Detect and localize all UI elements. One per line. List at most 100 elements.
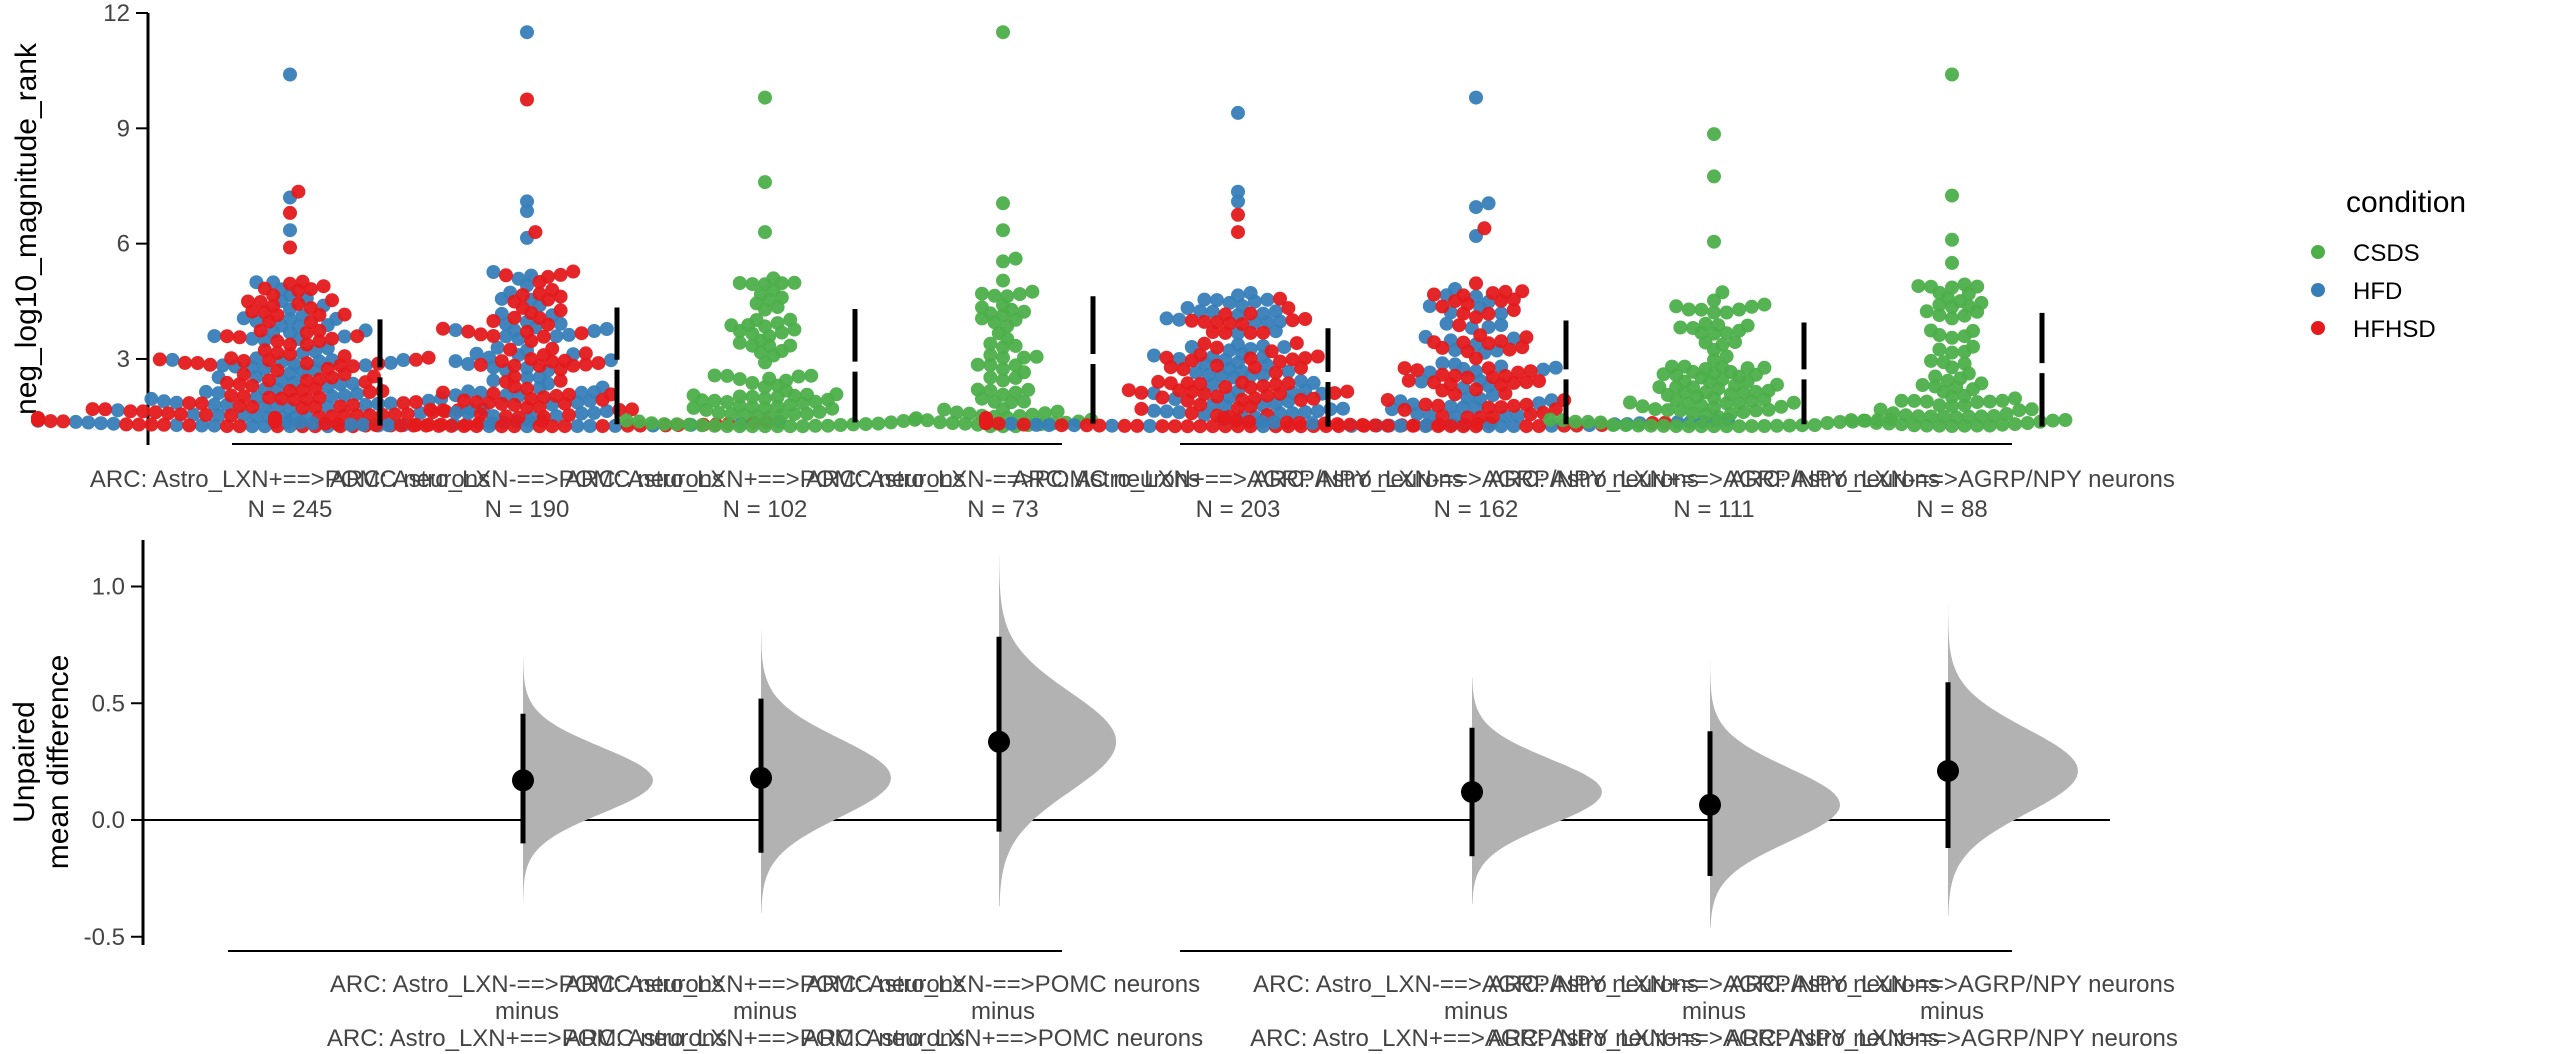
swarm-point-hfhsd bbox=[232, 419, 247, 434]
swarm-point-hfhsd bbox=[1380, 393, 1395, 407]
swarm-point-hfhsd bbox=[1469, 310, 1483, 325]
swarm-point-csds bbox=[1719, 419, 1734, 434]
swarm-point-hfhsd bbox=[224, 408, 239, 423]
swarm-point-csds bbox=[1886, 406, 1901, 421]
swarm-point-hfhsd bbox=[536, 329, 551, 344]
swarm-point-csds bbox=[711, 405, 726, 420]
swarm-point-csds bbox=[732, 335, 747, 350]
swarm-point-csds bbox=[1757, 360, 1772, 375]
swarm-point-hfhsd bbox=[131, 417, 146, 432]
swarm-point-hfhsd bbox=[316, 279, 331, 294]
swarm-point-csds bbox=[1593, 415, 1608, 430]
swarm-point-csds bbox=[1974, 409, 1989, 424]
swarm-point-csds bbox=[1919, 394, 1934, 409]
swarm-point-csds bbox=[1970, 395, 1985, 410]
swarm-point-hfhsd bbox=[178, 355, 192, 370]
swarm-point-hfhsd bbox=[503, 342, 518, 357]
swarm-point-hfd bbox=[1305, 416, 1320, 431]
comparison-test-label: ARC: Astro_LXN-==>AGRP/NPY neurons bbox=[1729, 971, 2175, 998]
comparison-minus-label: minus bbox=[495, 998, 559, 1025]
swarm-point-hfd bbox=[1306, 375, 1321, 390]
swarm-point-hfhsd bbox=[553, 373, 568, 388]
comparison-test-label: ARC: Astro_LXN-==>POMC neurons bbox=[330, 971, 724, 998]
swarm-point-hfd bbox=[1147, 348, 1161, 363]
swarm-point-hfhsd bbox=[318, 416, 333, 431]
swarm-point-hfhsd bbox=[283, 205, 297, 220]
swarm-point-hfhsd bbox=[1481, 400, 1496, 415]
swarm-point-csds bbox=[770, 316, 785, 331]
swarm-point-hfhsd bbox=[1294, 393, 1308, 407]
swarm-point-hfhsd bbox=[541, 269, 555, 284]
swarm-point-hfhsd bbox=[1481, 306, 1496, 321]
swarm-group bbox=[979, 105, 1497, 434]
swarm-point-csds bbox=[1924, 353, 1938, 368]
swarm-point-hfhsd bbox=[1469, 382, 1483, 397]
swarm-point-csds bbox=[1707, 169, 1721, 184]
group-label: ARC: Astro_LXN+==>POMC neurons bbox=[90, 466, 490, 493]
swarm-point-csds bbox=[949, 405, 964, 420]
swarm-point-csds bbox=[1732, 302, 1747, 317]
swarm-point-csds bbox=[1660, 403, 1675, 418]
swarm-point-hfhsd bbox=[173, 407, 188, 422]
swarm-point-csds bbox=[745, 376, 760, 390]
swarm-point-csds bbox=[1029, 349, 1044, 364]
swarm-point-hfhsd bbox=[545, 419, 560, 434]
swarm-point-csds bbox=[795, 419, 810, 434]
swarm-point-hfd bbox=[587, 324, 602, 338]
swarm-point-hfhsd bbox=[1456, 335, 1471, 350]
swarm-point-csds bbox=[1945, 67, 1959, 82]
effect-size-group bbox=[988, 556, 1117, 907]
swarm-point-csds bbox=[987, 288, 1002, 303]
swarm-point-hfhsd bbox=[1243, 351, 1258, 366]
swarm-point-hfd bbox=[1439, 316, 1454, 331]
swarm-point-hfd bbox=[574, 385, 589, 400]
swarm-point-hfd bbox=[194, 418, 209, 433]
swarm-point-hfhsd bbox=[1506, 398, 1521, 413]
swarm-point-hfhsd bbox=[409, 395, 423, 410]
swarm-point-hfhsd bbox=[562, 387, 576, 402]
swarm-point-csds bbox=[996, 362, 1010, 377]
swarm-point-csds bbox=[791, 369, 806, 384]
swarm-point-hfd bbox=[570, 419, 585, 434]
swarm-point-csds bbox=[996, 373, 1010, 388]
swarm-point-hfhsd bbox=[203, 357, 218, 372]
swarm-point-hfhsd bbox=[152, 352, 167, 367]
swarm-panel: 3 6 9 12 neg_log10_magnitude_rank ARC: Astr… bbox=[10, 0, 2175, 523]
swarm-point-csds bbox=[1974, 376, 1989, 391]
swarm-point-csds bbox=[1970, 279, 1985, 294]
swarm-point-csds bbox=[1911, 409, 1926, 424]
swarm-point-hfd bbox=[1189, 365, 1203, 380]
group-n-label: N = 245 bbox=[248, 496, 333, 523]
swarm-point-hfhsd bbox=[1523, 364, 1538, 379]
swarm-point-csds bbox=[720, 419, 735, 434]
swarm-point-hfhsd bbox=[400, 407, 415, 422]
swarm-point-hfhsd bbox=[557, 353, 572, 368]
swarm-point-csds bbox=[1936, 355, 1951, 370]
swarm-point-hfhsd bbox=[1397, 402, 1412, 417]
swarm-point-hfhsd bbox=[1121, 383, 1136, 398]
swarm-point-hfd bbox=[283, 223, 297, 238]
swarm-point-hfhsd bbox=[1054, 418, 1069, 433]
comparison-test-label: ARC: Astro_LXN-==>AGRP/NPY neurons bbox=[1253, 971, 1699, 998]
swarm-point-csds bbox=[1744, 419, 1759, 434]
swarm-point-hfhsd bbox=[312, 334, 327, 349]
swarm-point-hfd bbox=[1267, 415, 1282, 430]
swarm-point-csds bbox=[1966, 323, 1980, 338]
swarm-point-hfd bbox=[381, 418, 396, 433]
swarm-point-csds bbox=[1744, 299, 1759, 314]
swarm-point-csds bbox=[1669, 299, 1684, 314]
swarm-point-hfd bbox=[562, 327, 576, 342]
swarm-point-csds bbox=[1707, 234, 1721, 249]
bootstrap-distribution bbox=[999, 556, 1117, 907]
swarm-point-hfhsd bbox=[1485, 286, 1500, 301]
swarm-point-hfhsd bbox=[270, 363, 285, 378]
swarm-point-csds bbox=[1000, 289, 1015, 304]
swarm-point-csds bbox=[745, 277, 760, 292]
swarm-group bbox=[1844, 67, 2073, 433]
swarm-point-hfhsd bbox=[136, 404, 150, 419]
swarm-point-hfhsd bbox=[494, 354, 509, 369]
swarm-point-hfhsd bbox=[1256, 325, 1271, 340]
swarm-point-csds bbox=[707, 368, 722, 383]
mean-sd-gap-bars bbox=[377, 296, 2045, 427]
swarm-point-csds bbox=[779, 373, 793, 388]
